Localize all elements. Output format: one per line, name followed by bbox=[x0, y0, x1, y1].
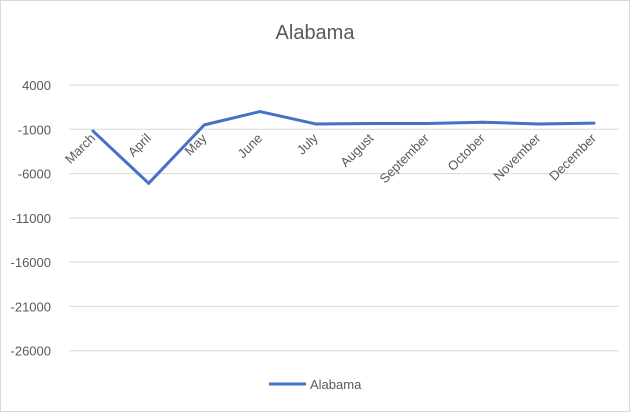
data-point bbox=[91, 129, 95, 133]
y-tick-label: -21000 bbox=[11, 299, 51, 314]
series-lines bbox=[91, 110, 596, 185]
y-tick-label: -11000 bbox=[11, 211, 51, 226]
y-tick-label: -1000 bbox=[18, 122, 51, 137]
series-line-alabama bbox=[91, 110, 595, 185]
legend: Alabama bbox=[269, 377, 362, 392]
x-tick-label: September bbox=[377, 130, 433, 186]
data-point bbox=[369, 122, 373, 126]
data-point bbox=[258, 110, 262, 114]
data-point bbox=[536, 122, 540, 126]
data-point bbox=[314, 122, 318, 126]
y-tick-label: -16000 bbox=[11, 255, 51, 270]
x-tick-label: August bbox=[337, 130, 376, 169]
x-tick-label: November bbox=[490, 130, 543, 183]
data-point bbox=[147, 181, 151, 185]
data-point bbox=[592, 121, 596, 125]
x-tick-label: July bbox=[294, 130, 321, 157]
y-tick-label: -26000 bbox=[11, 344, 51, 359]
x-tick-label: March bbox=[62, 131, 98, 167]
x-tick-label: October bbox=[444, 130, 488, 174]
data-point bbox=[202, 123, 206, 127]
chart-title: Alabama bbox=[276, 22, 356, 44]
x-tick-label: December bbox=[546, 130, 599, 183]
legend-label-alabama: Alabama bbox=[310, 377, 362, 392]
x-tick-label: April bbox=[125, 130, 154, 159]
gridlines bbox=[69, 84, 619, 352]
y-tick-label: -6000 bbox=[18, 167, 51, 182]
data-point bbox=[481, 120, 485, 124]
data-point bbox=[425, 122, 429, 126]
y-axis-ticks: 4000 -1000 -6000 -11000 -16000 -21000 -26000 bbox=[11, 78, 51, 359]
x-tick-label: June bbox=[235, 131, 266, 162]
y-tick-label: 4000 bbox=[22, 78, 51, 93]
